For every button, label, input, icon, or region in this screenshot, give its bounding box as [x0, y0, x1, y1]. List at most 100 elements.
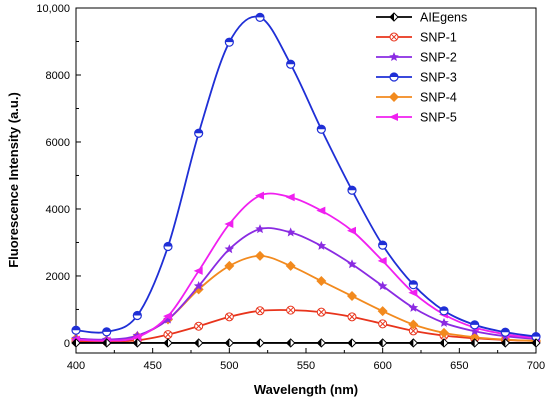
data-point [378, 240, 388, 250]
data-point [378, 319, 388, 329]
data-point [102, 327, 112, 337]
data-point [316, 338, 327, 348]
legend-entry: SNP-4 [376, 91, 457, 105]
legend-label: AIEgens [420, 11, 467, 25]
legend: AIEgens SNP-1 SNP-2 SNP-3 SNP-4 SNP-5 [376, 11, 467, 125]
x-tick-label: 400 [67, 360, 85, 372]
y-tick-label: 4000 [46, 204, 70, 216]
data-point [531, 338, 541, 348]
data-point [469, 338, 480, 348]
data-point [285, 193, 295, 202]
x-axis-title: Wavelength (nm) [254, 382, 358, 397]
y-axis-title: Fluorescence Intensity (a.u.) [6, 92, 21, 268]
legend-label: SNP-5 [420, 111, 457, 125]
data-point [255, 191, 264, 200]
data-point [71, 338, 81, 348]
legend-entry: SNP-5 [376, 111, 457, 125]
data-point [316, 240, 327, 250]
data-point [101, 338, 112, 348]
data-point [408, 302, 419, 312]
data-point [255, 338, 265, 348]
data-point [132, 333, 142, 342]
data-point [163, 312, 172, 321]
data-point [193, 281, 204, 291]
data-point [347, 226, 356, 235]
data-point [194, 128, 204, 138]
legend-label: SNP-3 [420, 71, 457, 85]
series-snp-3 [71, 12, 541, 342]
data-point [316, 124, 326, 134]
data-point [347, 259, 357, 269]
data-point [71, 325, 81, 335]
series-line [75, 15, 537, 338]
data-point [316, 307, 326, 317]
data-point [163, 241, 173, 252]
data-point [286, 59, 296, 69]
data-point [224, 37, 234, 47]
data-point [347, 338, 357, 348]
data-point [347, 185, 357, 195]
data-point [224, 338, 235, 348]
y-tick-label: 8000 [46, 70, 70, 82]
series-snp-5 [71, 191, 540, 345]
data-point [285, 227, 296, 237]
y-tick-label: 2000 [46, 271, 70, 283]
data-point [132, 338, 143, 348]
legend-label: SNP-1 [420, 31, 457, 45]
data-point [408, 280, 418, 290]
series-snp-4 [71, 250, 541, 346]
series-line [75, 309, 537, 343]
data-point [193, 338, 204, 348]
data-point [286, 305, 296, 315]
data-point [469, 326, 480, 336]
data-point [408, 319, 419, 330]
data-point [389, 12, 399, 22]
data-point [163, 330, 173, 340]
data-point [285, 338, 296, 348]
data-point [377, 338, 388, 348]
data-point [255, 224, 265, 234]
data-point [132, 310, 142, 321]
axes: 400 450 500 550 600 650 700 0 2000 4000 6000 8000 10… [36, 3, 545, 372]
legend-entry: AIEgens [376, 11, 467, 25]
data-point [439, 306, 449, 316]
series-line [75, 254, 537, 342]
data-point [389, 52, 399, 62]
data-point [439, 338, 449, 348]
legend-label: SNP-2 [420, 51, 457, 65]
y-tick-label: 6000 [46, 137, 70, 149]
data-point [347, 291, 357, 302]
series-aiegens [71, 338, 541, 348]
x-tick-label: 600 [373, 360, 391, 372]
y-tick-label: 0 [64, 338, 70, 350]
x-tick-label: 500 [220, 360, 238, 372]
data-point [193, 284, 204, 295]
data-point [255, 250, 265, 261]
data-point [389, 113, 398, 121]
data-point [408, 288, 418, 297]
data-point [316, 275, 327, 286]
data-point [316, 206, 326, 215]
data-point [347, 312, 357, 322]
data-point [224, 244, 235, 254]
data-point [389, 92, 399, 102]
x-tick-label: 550 [297, 360, 315, 372]
data-point [439, 327, 449, 338]
data-point [377, 281, 388, 291]
x-tick-label: 450 [143, 360, 161, 372]
x-tick-label: 650 [450, 360, 468, 372]
data-point [194, 321, 204, 331]
series-layer [71, 12, 541, 348]
data-point [224, 220, 234, 229]
data-point [377, 306, 388, 317]
data-point [470, 320, 480, 330]
data-point [255, 306, 265, 316]
legend-entry: SNP-3 [376, 71, 457, 85]
data-point [193, 266, 203, 275]
data-point [285, 260, 296, 271]
y-tick-label: 10,000 [36, 3, 70, 15]
data-point [389, 72, 399, 82]
data-point [224, 312, 234, 322]
series-line [75, 192, 537, 342]
